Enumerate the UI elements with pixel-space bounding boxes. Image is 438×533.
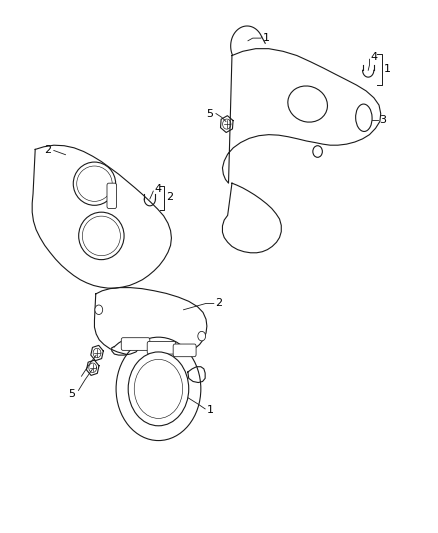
Text: 4: 4 [154, 184, 161, 194]
Ellipse shape [82, 216, 120, 256]
Text: 5: 5 [206, 109, 213, 118]
Text: 1: 1 [383, 64, 390, 74]
FancyBboxPatch shape [173, 344, 196, 357]
Ellipse shape [356, 104, 372, 132]
Text: 2: 2 [215, 298, 223, 309]
Text: 1: 1 [263, 33, 270, 43]
Text: 2: 2 [44, 146, 51, 156]
Text: 3: 3 [379, 115, 386, 125]
Circle shape [128, 352, 189, 426]
Text: 2: 2 [166, 192, 173, 203]
FancyBboxPatch shape [121, 338, 150, 350]
Ellipse shape [79, 212, 124, 260]
Circle shape [116, 337, 201, 441]
Text: 1: 1 [207, 405, 214, 415]
Circle shape [313, 146, 322, 157]
Circle shape [95, 305, 102, 314]
FancyBboxPatch shape [147, 342, 176, 354]
FancyBboxPatch shape [107, 183, 117, 208]
Ellipse shape [288, 86, 328, 122]
Circle shape [134, 359, 183, 418]
Text: 4: 4 [371, 52, 378, 62]
Ellipse shape [77, 166, 112, 201]
Ellipse shape [73, 162, 116, 205]
Text: 5: 5 [68, 389, 75, 399]
Circle shape [198, 332, 205, 341]
